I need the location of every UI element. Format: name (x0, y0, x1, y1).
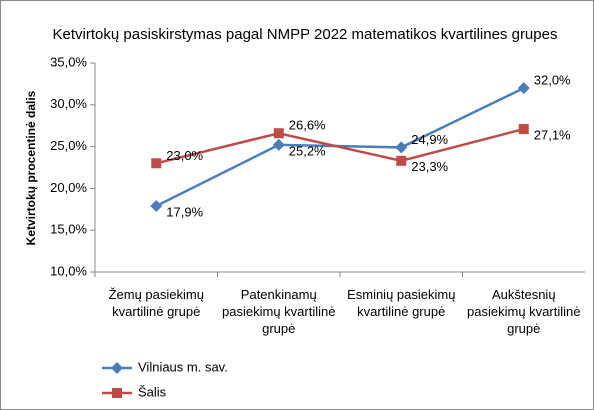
x-tick-label: Žemų pasiekimų kvartilinė grupė (108, 287, 204, 319)
legend-label: Šalis (138, 384, 167, 399)
x-tick-label: Esminių pasiekimų kvartilinė grupė (347, 287, 456, 319)
x-tick-label: Patenkinamų pasiekimų kvartilinė grupė (222, 287, 336, 336)
marker (272, 138, 285, 151)
y-axis-label: Ketvirtokų procentinė dalis (24, 90, 38, 245)
legend-marker (112, 388, 122, 398)
y-tick-label: 15,0% (50, 222, 87, 237)
marker (150, 199, 163, 212)
y-tick-label: 35,0% (50, 54, 87, 69)
marker (151, 158, 162, 169)
marker (517, 82, 530, 95)
y-tick-label: 30,0% (50, 96, 87, 111)
legend-marker (111, 362, 123, 374)
marker (395, 141, 408, 154)
data-label: 23,0% (166, 148, 203, 163)
legend-label: Vilniaus m. sav. (138, 359, 228, 374)
y-tick-label: 20,0% (50, 180, 87, 195)
data-label: 32,0% (534, 73, 571, 88)
data-label: 25,2% (289, 143, 326, 158)
data-label: 17,9% (166, 204, 203, 219)
line (155, 127, 525, 165)
x-tick-label: Aukštesnių pasiekimų kvartilinė grupė (467, 287, 581, 336)
marker (518, 124, 529, 135)
data-label: 26,6% (289, 118, 326, 133)
data-label: 27,1% (534, 127, 571, 142)
chart-title: Ketvirtokų pasiskirstymas pagal NMPP 202… (53, 26, 558, 43)
data-label: 24,9% (411, 132, 448, 147)
data-label: 23,3% (411, 159, 448, 174)
marker (396, 155, 407, 166)
y-tick-label: 10,0% (50, 263, 87, 278)
y-tick-label: 25,0% (50, 138, 87, 153)
marker (273, 128, 284, 139)
